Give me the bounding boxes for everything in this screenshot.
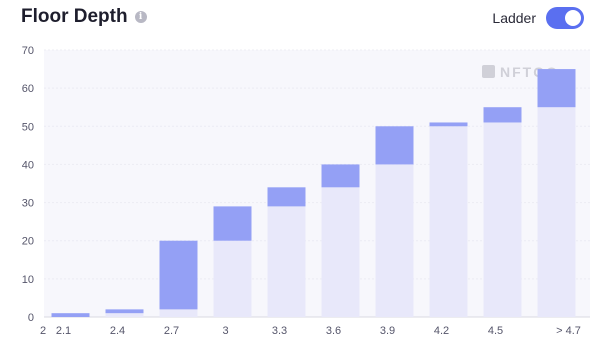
y-tick-label: 30 <box>22 198 34 210</box>
x-tick-label: > 4.7 <box>556 325 581 337</box>
x-tick-label: 3.9 <box>380 325 395 337</box>
bar-added[interactable] <box>51 313 90 317</box>
bar-added[interactable] <box>105 309 144 314</box>
x-tick-label: 3 <box>222 325 228 337</box>
bars <box>51 69 576 318</box>
x-tick-label: 2.7 <box>164 325 179 337</box>
toggle-knob <box>565 10 581 26</box>
bar-base[interactable] <box>159 309 198 317</box>
x-tick-label: 4.2 <box>434 325 449 337</box>
bar-added[interactable] <box>213 206 252 241</box>
y-tick-label: 60 <box>22 83 34 95</box>
ladder-control: Ladder <box>492 7 584 29</box>
bar-added[interactable] <box>159 240 198 310</box>
x-tick-label: 3.3 <box>272 325 287 337</box>
info-icon[interactable]: i <box>134 11 147 23</box>
y-axis-labels: 0 10 20 30 40 50 60 70 <box>22 45 34 324</box>
x-tick-label: 2 <box>40 325 46 337</box>
bar-base[interactable] <box>483 122 522 317</box>
page-title: Floor Depth <box>21 6 128 27</box>
bar-added[interactable] <box>321 164 360 188</box>
bar-added[interactable] <box>537 69 576 108</box>
chart-header: Floor Depth i Ladder <box>0 0 600 40</box>
ladder-label: Ladder <box>492 10 536 26</box>
bar-added[interactable] <box>267 187 306 207</box>
x-tick-label: 3.6 <box>326 325 341 337</box>
y-tick-label: 10 <box>22 274 34 286</box>
chart-title-group: Floor Depth i <box>21 6 147 28</box>
y-tick-label: 20 <box>22 236 34 248</box>
nftgo-logo-icon <box>482 65 495 78</box>
y-tick-label: 40 <box>22 159 34 171</box>
bar-added[interactable] <box>483 107 522 123</box>
bar-base[interactable] <box>321 187 360 317</box>
y-tick-label: 0 <box>28 312 34 324</box>
bar-base[interactable] <box>429 126 468 318</box>
x-tick-label: 4.5 <box>488 325 503 337</box>
bar-base[interactable] <box>105 313 144 317</box>
y-tick-label: 50 <box>22 121 34 133</box>
x-tick-label: 2.4 <box>110 325 125 337</box>
y-tick-label: 70 <box>22 45 34 57</box>
x-tick-label: 2.1 <box>56 325 71 337</box>
ladder-toggle[interactable] <box>546 7 584 29</box>
x-axis-labels: 2 2.1 2.4 2.7 3 3.3 3.6 3.9 4.2 4.5 > 4.7 <box>40 325 581 337</box>
bar-added[interactable] <box>375 126 414 165</box>
bar-base[interactable] <box>267 206 306 317</box>
bar-added[interactable] <box>429 122 468 127</box>
bar-base[interactable] <box>537 107 576 317</box>
bar-base[interactable] <box>213 240 252 317</box>
bar-base[interactable] <box>375 164 414 317</box>
